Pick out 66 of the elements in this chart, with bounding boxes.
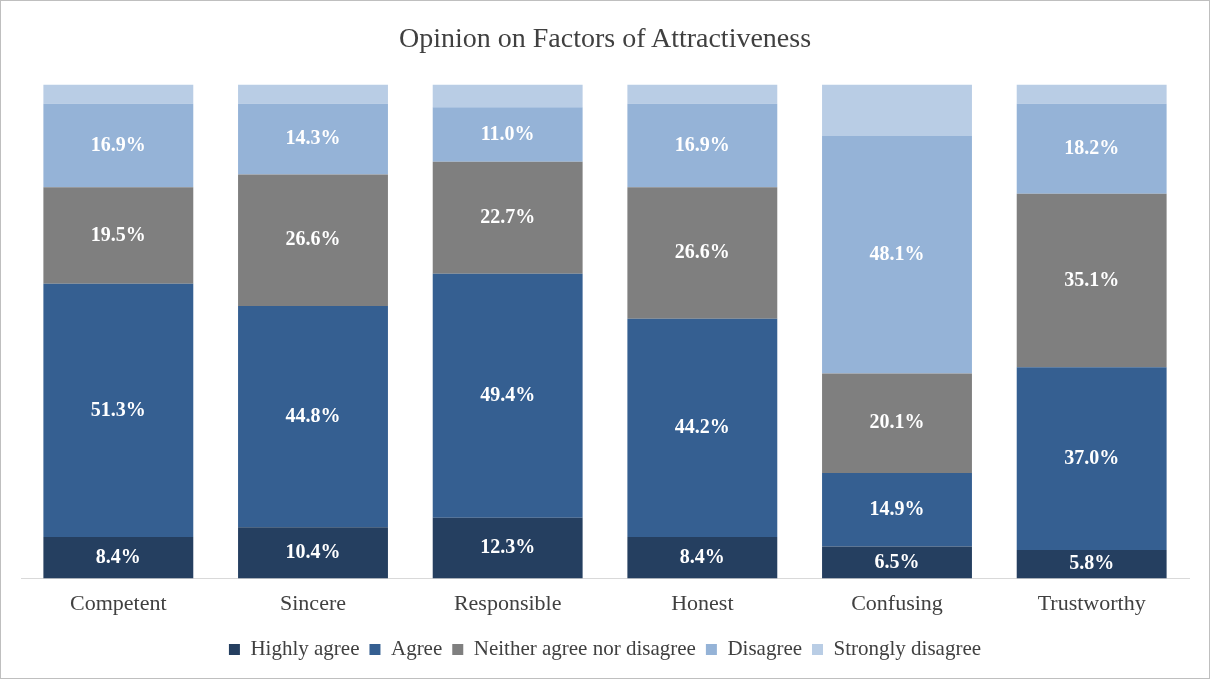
- data-label: 6.5%: [874, 549, 920, 572]
- data-label: 10.4%: [285, 540, 341, 563]
- bar: [43, 103, 194, 188]
- bar: [1016, 193, 1167, 368]
- bar: [627, 187, 778, 319]
- bar: [822, 135, 972, 374]
- legend-label: Agree: [390, 636, 443, 661]
- bar: [627, 103, 778, 188]
- bar: [627, 318, 778, 538]
- data-label: 35.1%: [1064, 267, 1120, 290]
- data-label: 8.4%: [679, 545, 725, 568]
- x-tick-label: Sincere: [280, 589, 346, 615]
- bar: [238, 103, 388, 175]
- data-label: 14.3%: [285, 126, 341, 149]
- x-tick-label: Competent: [70, 589, 167, 615]
- data-label: 26.6%: [674, 240, 730, 263]
- bar: [432, 273, 583, 518]
- bar: [238, 527, 388, 579]
- legend-label: Disagree: [727, 636, 803, 661]
- data-label: 22.7%: [480, 204, 536, 227]
- legend-label: Strongly disagree: [833, 636, 982, 661]
- bar: [432, 84, 583, 108]
- bar: [822, 546, 972, 579]
- x-tick-label: Honest: [671, 589, 734, 615]
- data-label: 14.9%: [869, 496, 925, 519]
- bar: [822, 373, 972, 473]
- x-tick-label: Trustworthy: [1037, 589, 1146, 615]
- data-label: 8.4%: [95, 545, 141, 568]
- bar: [627, 84, 778, 104]
- data-label: 48.1%: [869, 241, 925, 264]
- legend-label: Highly agree: [250, 636, 360, 661]
- bar: [627, 537, 778, 579]
- data-label: 16.9%: [674, 132, 730, 155]
- data-label: 49.4%: [480, 382, 536, 405]
- bar: [1016, 84, 1167, 104]
- data-label: 19.5%: [90, 222, 146, 245]
- bar: [43, 283, 194, 538]
- bar: [1016, 367, 1167, 550]
- chart-title: Opinion on Factors of Attractiveness: [398, 22, 812, 54]
- data-label: 51.3%: [90, 397, 146, 420]
- bar: [822, 472, 972, 547]
- data-label: 16.9%: [90, 132, 146, 155]
- bar: [238, 84, 388, 104]
- legend-label: Neither agree nor disagree: [473, 636, 696, 661]
- bar: [432, 517, 583, 579]
- x-tick-label: Confusing: [851, 589, 943, 615]
- data-label: 26.6%: [285, 227, 341, 250]
- bar: [43, 537, 194, 579]
- data-label: 44.8%: [285, 403, 341, 426]
- bar: [1016, 103, 1167, 194]
- data-label: 18.2%: [1064, 135, 1120, 158]
- x-tick-label: Responsible: [453, 589, 562, 615]
- bar: [432, 161, 583, 274]
- data-label: 20.1%: [869, 410, 925, 433]
- data-label: 12.3%: [480, 535, 536, 558]
- bar: [1016, 549, 1167, 579]
- bar: [43, 187, 194, 284]
- data-label: 44.2%: [674, 415, 730, 438]
- bar: [432, 107, 583, 162]
- data-label: 5.8%: [1069, 551, 1115, 574]
- data-label: 11.0%: [480, 121, 535, 144]
- bar: [238, 305, 388, 528]
- bar: [238, 174, 388, 306]
- bar: [822, 84, 972, 136]
- bar: [43, 84, 194, 104]
- data-label: 37.0%: [1064, 445, 1120, 468]
